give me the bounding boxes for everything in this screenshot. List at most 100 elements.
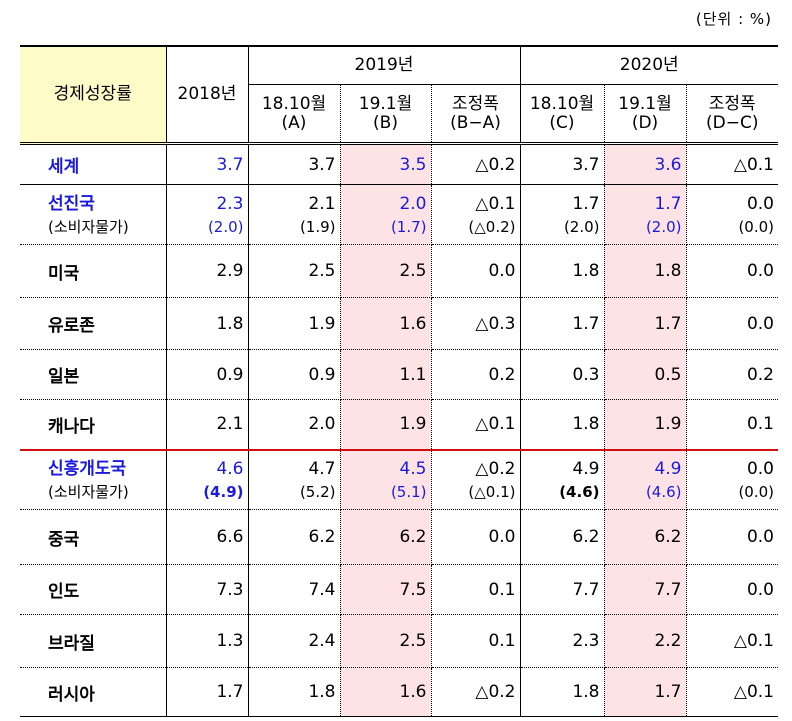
row-label: 브라질 <box>20 614 167 668</box>
cell-d: 4.9 (4.6) <box>604 449 687 510</box>
cell-b: 1.6 <box>340 297 432 350</box>
cell-c: 1.8 <box>520 667 605 717</box>
cell-a: 2.4 <box>248 614 341 668</box>
growth-forecast-table: 경제성장률 2018년 2019년 2020년 18.10월 (A) 19.1월(… <box>20 45 778 717</box>
cell-2018: 6.6 <box>166 509 249 565</box>
cell-b-minus-a: 0.0 <box>431 244 521 298</box>
cell-b-minus-a: △0.1 (△0.2) <box>431 184 521 245</box>
cell-b-minus-a: △0.3 <box>431 297 521 350</box>
header-2020-jan19: 19.1월 (D) <box>604 84 687 145</box>
header-2020-group: 2020년 <box>520 45 778 85</box>
row-label: 일본 <box>20 349 167 400</box>
cell-c: 1.8 <box>520 399 605 451</box>
table-row-emerging-economies: 신흥개도국 (소비자물가) 4.6 (4.9) 4.7 (5.2) 4.5 (5.1) … <box>20 449 778 510</box>
cell-b-minus-a: △0.1 <box>431 399 521 451</box>
cell-2018: 3.7 <box>166 143 249 185</box>
cell-b-minus-a: △0.2 (△0.1) <box>431 449 521 510</box>
cell-2018: 1.8 <box>166 297 249 350</box>
cell-2018: 2.3 (2.0) <box>166 184 249 245</box>
table-row-brazil: 브라질 1.3 2.4 2.5 0.1 2.3 2.2 △0.1 <box>20 614 778 668</box>
cell-d-minus-c: 0.1 <box>686 399 778 451</box>
cell-d: 6.2 <box>604 509 687 565</box>
cell-c: 1.8 <box>520 244 605 298</box>
table-row-russia: 러시아 1.7 1.8 1.6 △0.2 1.8 1.7 △0.1 <box>20 667 778 717</box>
header-2019-adjustment: 조정폭 (B−A) <box>431 84 521 145</box>
header-2020-oct18: 18.10월 (C) <box>520 84 605 145</box>
cell-c: 2.3 <box>520 614 605 668</box>
cell-b: 6.2 <box>340 509 432 565</box>
cell-a: 2.5 <box>248 244 341 298</box>
header-2019-jan19: 19.1월 (B) <box>340 84 432 145</box>
cell-d-minus-c: 0.0 (0.0) <box>686 184 778 245</box>
cell-a: 2.1 (1.9) <box>248 184 341 245</box>
table-row-japan: 일본 0.9 0.9 1.1 0.2 0.3 0.5 0.2 <box>20 349 778 400</box>
cell-a: 7.4 <box>248 564 341 615</box>
cell-b-minus-a: 0.2 <box>431 349 521 400</box>
cell-a: 6.2 <box>248 509 341 565</box>
row-label: 캐나다 <box>20 399 167 451</box>
cell-b-minus-a: 0.1 <box>431 614 521 668</box>
cell-b-minus-a: △0.2 <box>431 143 521 185</box>
cell-d: 7.7 <box>604 564 687 615</box>
cell-a: 1.8 <box>248 667 341 717</box>
cell-a: 2.0 <box>248 399 341 451</box>
cell-d: 1.8 <box>604 244 687 298</box>
cell-c: 3.7 <box>520 143 605 185</box>
cell-d-minus-c: 0.0 <box>686 244 778 298</box>
cell-a: 0.9 <box>248 349 341 400</box>
header-2020-adjustment: 조정폭 (D−C) <box>686 84 778 145</box>
cell-d: 1.7 <box>604 667 687 717</box>
table-row-advanced-economies: 선진국 (소비자물가) 2.3 (2.0) 2.1 (1.9) 2.0 (1.7) △0… <box>20 184 778 245</box>
table-row-world: 세계 3.7 3.7 3.5 △0.2 3.7 3.6 △0.1 <box>20 143 778 185</box>
cell-2018: 2.1 <box>166 399 249 451</box>
table-row-india: 인도 7.3 7.4 7.5 0.1 7.7 7.7 0.0 <box>20 564 778 615</box>
table-row-china: 중국 6.6 6.2 6.2 0.0 6.2 6.2 0.0 <box>20 509 778 565</box>
row-label: 신흥개도국 (소비자물가) <box>20 449 167 510</box>
row-label: 세계 <box>20 143 167 185</box>
cell-2018: 1.7 <box>166 667 249 717</box>
table-row-eurozone: 유로존 1.8 1.9 1.6 △0.3 1.7 1.7 0.0 <box>20 297 778 350</box>
cell-d-minus-c: 0.0 (0.0) <box>686 449 778 510</box>
row-label: 러시아 <box>20 667 167 717</box>
cell-c: 7.7 <box>520 564 605 615</box>
row-label: 중국 <box>20 509 167 565</box>
cell-d: 0.5 <box>604 349 687 400</box>
cell-2018: 2.9 <box>166 244 249 298</box>
cell-c: 4.9 (4.6) <box>520 449 605 510</box>
cell-2018: 7.3 <box>166 564 249 615</box>
cell-b-minus-a: 0.0 <box>431 509 521 565</box>
header-2019-group: 2019년 <box>248 45 521 85</box>
cell-b: 7.5 <box>340 564 432 615</box>
cell-b: 2.5 <box>340 614 432 668</box>
row-label: 선진국 (소비자물가) <box>20 184 167 245</box>
unit-note: (단위 : %) <box>695 10 772 28</box>
cell-b: 2.5 <box>340 244 432 298</box>
cell-b: 3.5 <box>340 143 432 185</box>
cell-d: 1.7 <box>604 297 687 350</box>
cell-d-minus-c: 0.0 <box>686 509 778 565</box>
header-2019-oct18: 18.10월 (A) <box>248 84 341 145</box>
cell-d-minus-c: △0.1 <box>686 143 778 185</box>
row-label: 유로존 <box>20 297 167 350</box>
cell-2018: 0.9 <box>166 349 249 400</box>
cell-a: 1.9 <box>248 297 341 350</box>
cell-2018: 4.6 (4.9) <box>166 449 249 510</box>
cell-b: 1.1 <box>340 349 432 400</box>
cell-d-minus-c: 0.2 <box>686 349 778 400</box>
cell-b-minus-a: 0.1 <box>431 564 521 615</box>
cell-d-minus-c: △0.1 <box>686 614 778 668</box>
cell-d: 1.7 (2.0) <box>604 184 687 245</box>
cell-d: 3.6 <box>604 143 687 185</box>
cell-d: 1.9 <box>604 399 687 451</box>
cell-a: 3.7 <box>248 143 341 185</box>
cell-d-minus-c: 0.0 <box>686 564 778 615</box>
cell-2018: 1.3 <box>166 614 249 668</box>
header-growth-rate: 경제성장률 <box>20 45 167 145</box>
row-label: 인도 <box>20 564 167 615</box>
cell-c: 0.3 <box>520 349 605 400</box>
cell-c: 6.2 <box>520 509 605 565</box>
cell-b: 4.5 (5.1) <box>340 449 432 510</box>
table-row-canada: 캐나다 2.1 2.0 1.9 △0.1 1.8 1.9 0.1 <box>20 399 778 451</box>
cell-c: 1.7 <box>520 297 605 350</box>
cell-a: 4.7 (5.2) <box>248 449 341 510</box>
